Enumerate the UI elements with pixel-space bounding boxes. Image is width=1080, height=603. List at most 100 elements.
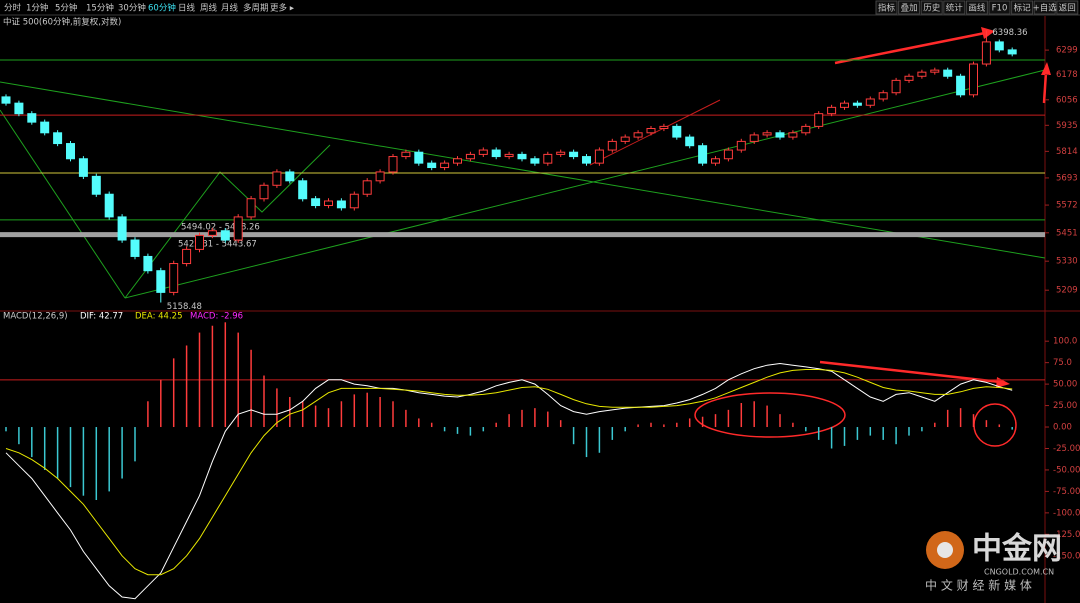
candle-body (672, 125, 682, 138)
candle-body (117, 216, 127, 241)
candle-body (943, 69, 953, 77)
watermark-domain: CNGOLD.COM.CN (984, 568, 1054, 577)
candle-body (633, 132, 643, 138)
candle-body (904, 75, 914, 81)
candle-body (401, 151, 411, 158)
legend-entry: DEA: 44.25 (135, 312, 182, 322)
toolbar-tab[interactable]: 分时 (4, 3, 22, 14)
candle-body (788, 132, 798, 138)
toolbar-tab[interactable]: 30分钟 (118, 3, 146, 14)
toolbar-tab[interactable]: 月线 (221, 3, 239, 14)
toolbar-button[interactable] (920, 0, 943, 15)
candle-body (556, 151, 566, 155)
toolbar-button[interactable] (898, 0, 921, 15)
candle-body (607, 140, 617, 151)
toolbar-button-label[interactable]: 指标 (878, 3, 896, 14)
candle-body (491, 149, 501, 158)
candle-body (775, 132, 785, 138)
candle-body (749, 134, 759, 142)
trend-line (0, 109, 126, 299)
candle-body (375, 171, 385, 182)
toolbar-tab[interactable]: 周线 (200, 3, 218, 14)
y-tick-label: -75.00 (1053, 487, 1080, 497)
toolbar-tab[interactable]: 15分钟 (86, 3, 114, 14)
candle-body (762, 132, 772, 136)
toolbar-button[interactable] (943, 0, 966, 15)
toolbar-tab[interactable]: 多周期 (243, 3, 269, 14)
y-tick-label: 75.0 (1053, 358, 1072, 368)
toolbar-tab[interactable]: 60分钟 (148, 3, 176, 14)
y-tick-label: 5572 (1056, 201, 1078, 211)
y-tick-label: 5451 (1056, 228, 1078, 238)
candle-body (336, 200, 346, 209)
candle-body (195, 234, 204, 250)
y-tick-label: 5935 (1056, 121, 1078, 131)
annotation: 6398.36 (992, 28, 1027, 38)
candle-body (298, 180, 308, 200)
candle-body (981, 41, 991, 65)
toolbar-tab[interactable]: 5分钟 (55, 3, 77, 14)
toolbar-button-label[interactable]: 叠加 (901, 3, 918, 14)
annotation: 5422.31 - 5443.67 (178, 240, 257, 250)
trend-line (124, 69, 1046, 299)
candle-body (646, 128, 656, 134)
y-tick-label: 100.0 (1053, 337, 1077, 347)
candle-body (659, 125, 669, 130)
toolbar-button[interactable] (988, 0, 1011, 15)
watermark-slogan: 中 文 财 经 新 媒 体 (925, 578, 1032, 593)
candle-body (104, 193, 114, 218)
chart-title: 中证 500(60分钟,前复权,对数) (3, 17, 121, 28)
candle-body (272, 171, 282, 186)
candle-body (723, 149, 733, 160)
candle-body (504, 153, 514, 158)
toolbar-button-label[interactable]: F10 (992, 4, 1008, 14)
arrow-head (1041, 62, 1051, 75)
candle-body (956, 75, 966, 96)
toolbar-tab[interactable]: 1分钟 (26, 3, 48, 14)
toolbar-button[interactable] (875, 0, 898, 15)
toolbar-button-label[interactable]: 统计 (946, 3, 964, 14)
toolbar-button-label[interactable]: +自选 (1033, 3, 1058, 14)
toolbar-button[interactable] (1056, 0, 1079, 15)
candle-body (994, 41, 1004, 51)
toolbar-tab[interactable]: 更多 ▸ (270, 3, 295, 14)
candle-body (814, 113, 824, 127)
arrow-head (981, 27, 995, 39)
watermark-title: 中金网 (972, 532, 1062, 567)
candle-body (840, 102, 849, 108)
candle-body (969, 63, 978, 96)
candle-body (852, 102, 862, 106)
toolbar-button[interactable] (1011, 0, 1034, 15)
candle-body (259, 184, 269, 200)
candle-body (66, 143, 75, 160)
toolbar-button[interactable] (965, 0, 988, 15)
y-tick-label: 5209 (1056, 286, 1078, 296)
candle-body (91, 175, 101, 195)
candle-body (478, 149, 488, 155)
candle-body (930, 69, 940, 73)
toolbar-tab[interactable]: 日线 (178, 3, 196, 14)
toolbar-button-label[interactable]: 标记 (1014, 3, 1032, 14)
candle-body (207, 230, 217, 236)
toolbar-button[interactable] (1033, 0, 1056, 15)
candle-body (917, 71, 927, 77)
toolbar-button-label[interactable]: 画线 (968, 3, 986, 14)
highlight-ellipse (694, 392, 846, 438)
watermark-logo-icon (937, 542, 953, 558)
legend-entry: MACD: -2.96 (190, 312, 243, 322)
candle-body (388, 156, 398, 173)
toolbar-button-label[interactable]: 历史 (923, 3, 941, 14)
arrow (834, 31, 986, 65)
candle-body (349, 193, 359, 209)
candle-body (285, 171, 295, 182)
legend-entry: DIF: 42.77 (80, 312, 123, 322)
y-tick-label: 50.00 (1053, 380, 1077, 390)
candle-body (169, 263, 179, 293)
candle-body (27, 113, 37, 123)
price-panel (0, 27, 1051, 299)
candle-body (182, 248, 192, 265)
candle-body (685, 136, 695, 147)
toolbar-button-label[interactable]: 返回 (1059, 3, 1076, 14)
